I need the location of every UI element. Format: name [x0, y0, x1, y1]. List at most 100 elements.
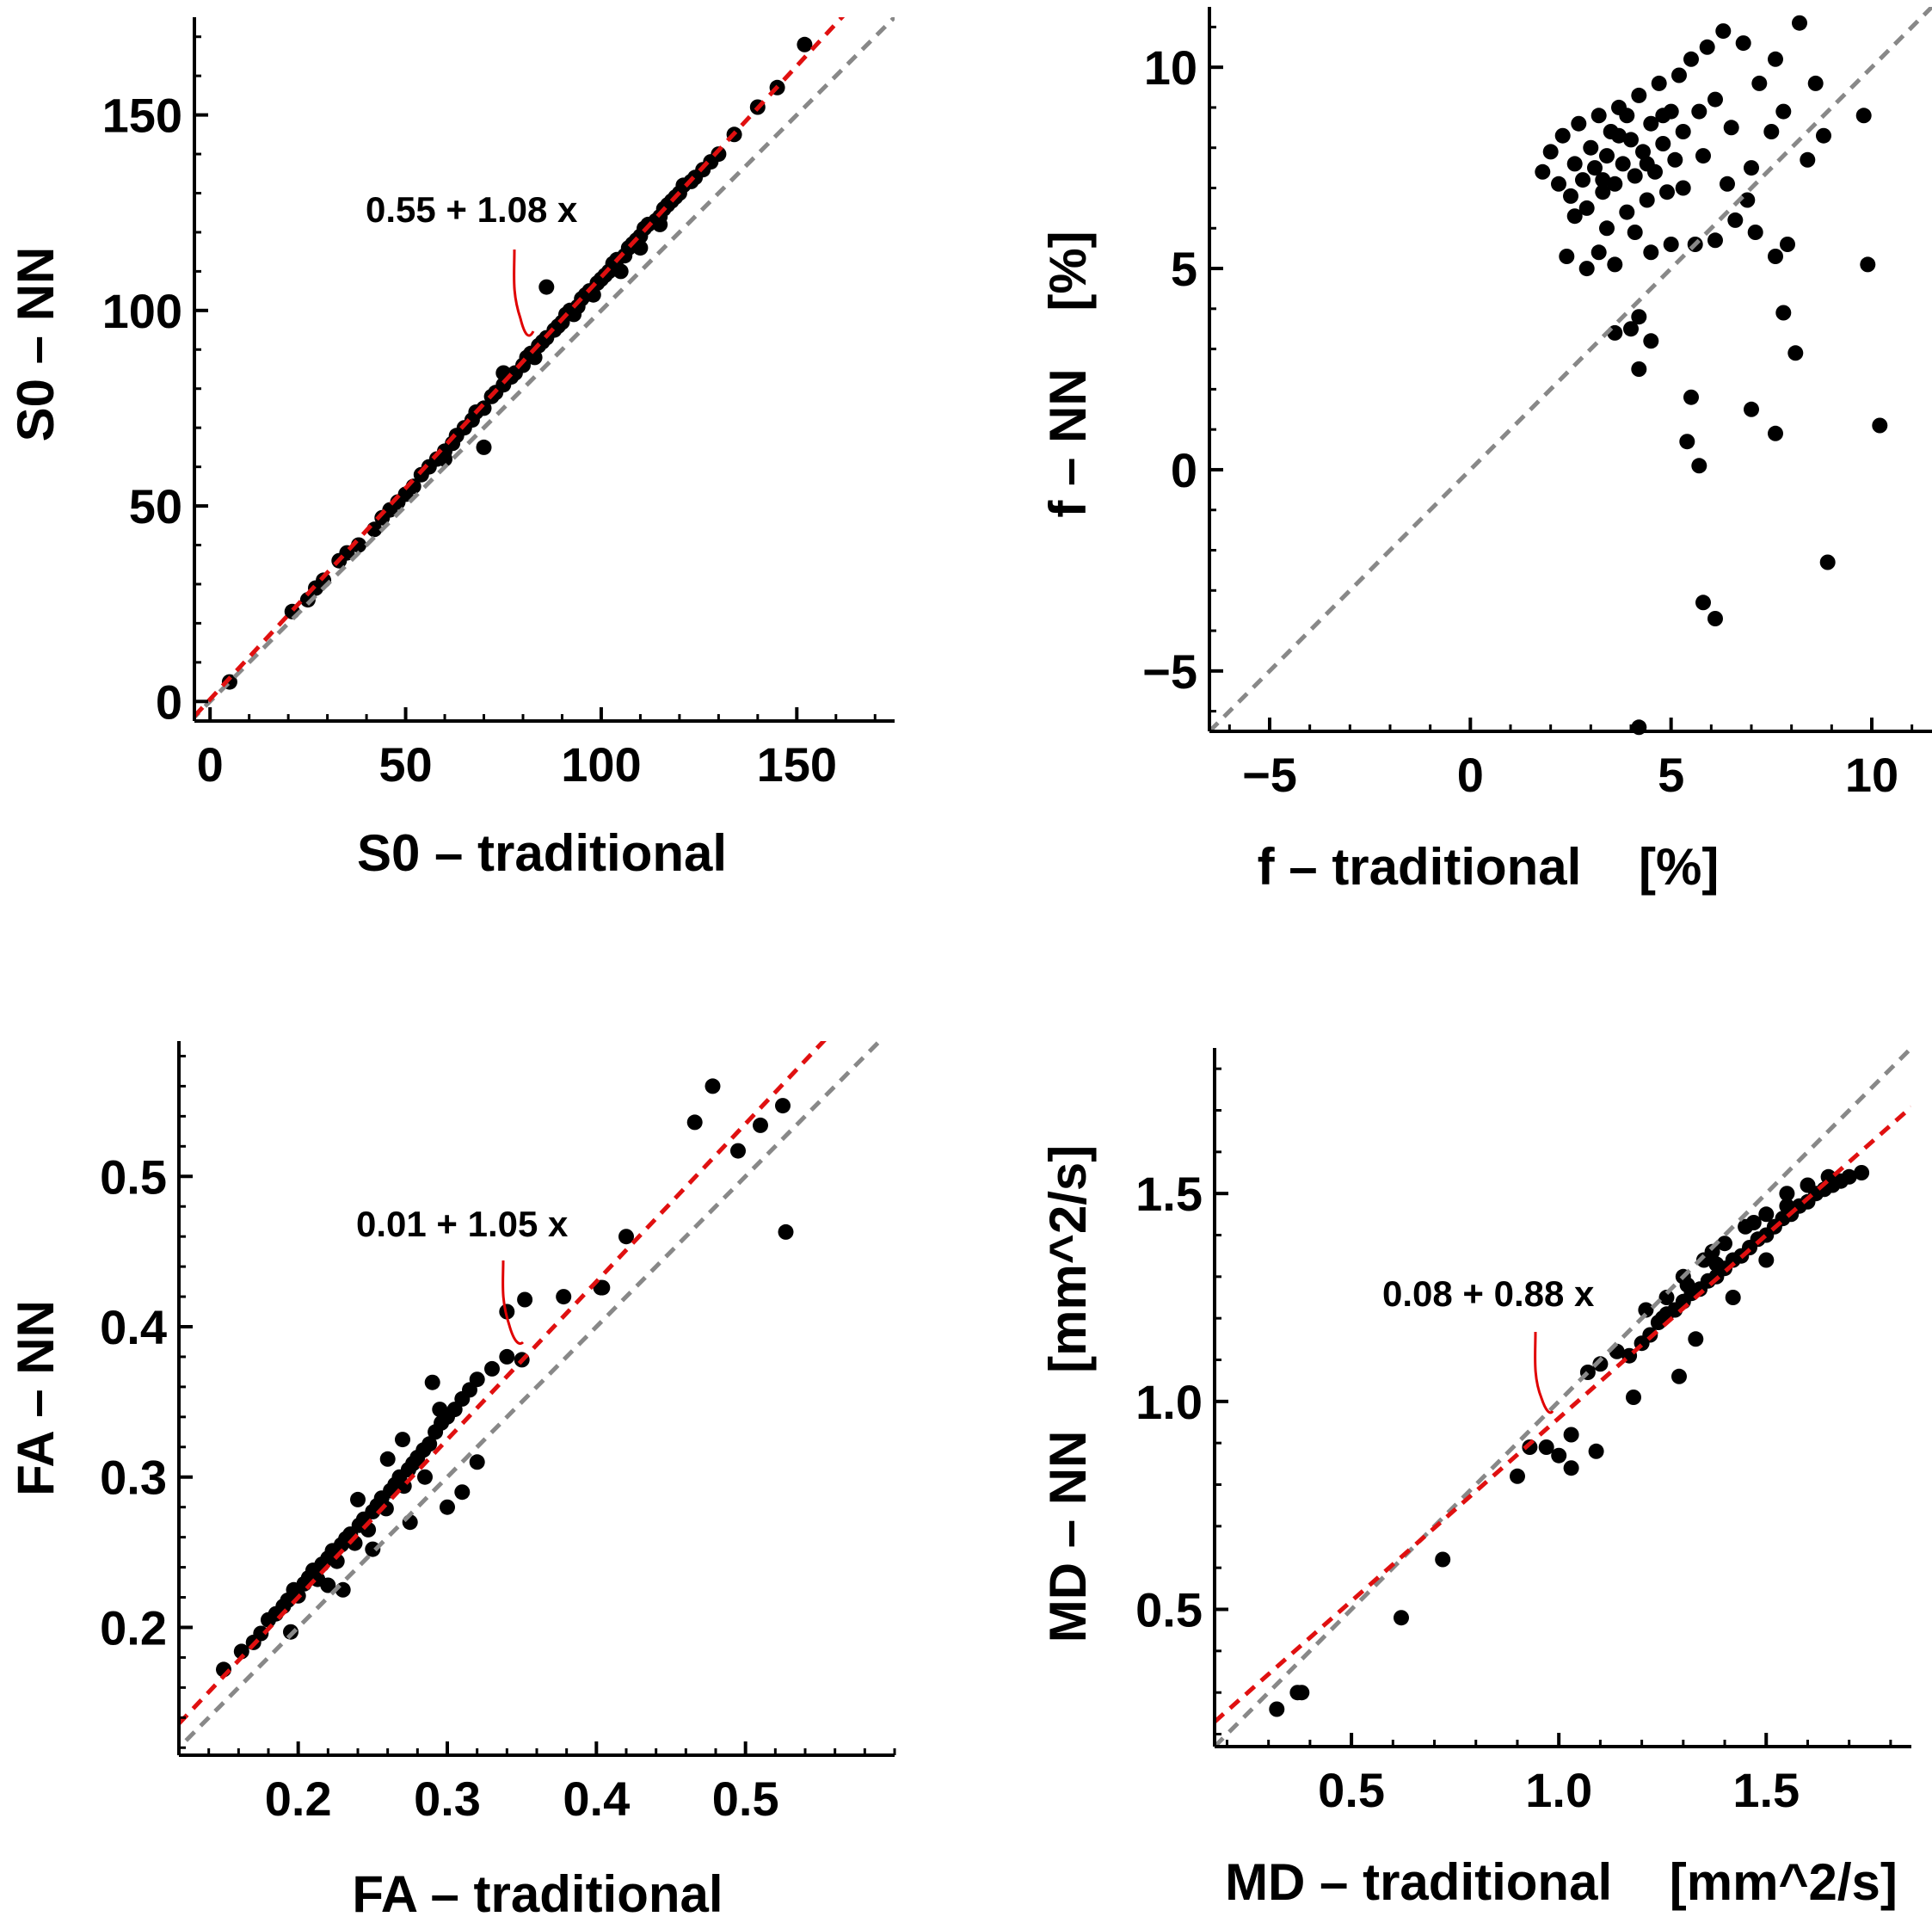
fa-data-point: [753, 1117, 768, 1133]
f-data-point: [1619, 204, 1635, 220]
f-data-point: [1595, 184, 1611, 200]
f-data-point: [1639, 192, 1655, 208]
f-data-point: [1571, 115, 1587, 132]
fa-data-point: [484, 1360, 500, 1377]
md-data-point: [1538, 1439, 1554, 1455]
s0-data-point: [437, 451, 452, 467]
f-data-point: [1542, 144, 1559, 160]
f-data-point: [1578, 261, 1595, 277]
fa-x-tick-label: 0.4: [563, 1772, 630, 1826]
fa-data-point: [395, 1432, 410, 1448]
fa-fit-label: 0.01 + 1.05 x: [356, 1204, 569, 1244]
md-data-point: [1779, 1186, 1795, 1202]
f-data-point: [1715, 23, 1732, 40]
f-data-point: [1707, 232, 1723, 249]
f-data-point: [1627, 168, 1643, 184]
f-axes: −5 0 5 10 −5 0 5 10: [1142, 7, 1932, 802]
f-x-axis-label: f – traditional [%]: [1258, 838, 1720, 896]
s0-y-tick-label: 50: [129, 479, 182, 533]
f-y-tick-label: 10: [1144, 40, 1197, 95]
f-data-point: [1631, 309, 1647, 325]
s0-data-point: [476, 400, 492, 416]
f-data-point: [1751, 75, 1768, 91]
f-data-point: [1872, 417, 1888, 434]
md-data-point: [1800, 1177, 1816, 1193]
f-data-point: [1679, 434, 1695, 450]
f-data-point: [1583, 139, 1599, 156]
fa-y-tick-label: 0.4: [100, 1300, 167, 1354]
fa-data-point: [618, 1229, 634, 1245]
f-y-tick-label: 5: [1171, 242, 1197, 296]
md-data-point: [1679, 1277, 1695, 1293]
f-data-point: [1768, 425, 1783, 441]
s0-fit-callout: [513, 249, 535, 337]
f-data-point: [1627, 225, 1643, 240]
f-data-point: [1591, 244, 1607, 261]
s0-y-tick-label: 100: [102, 284, 182, 338]
s0-data-point: [476, 439, 492, 455]
md-y-tick-label: 0.5: [1135, 1583, 1203, 1637]
fa-data-point: [379, 1451, 396, 1467]
f-data-point: [1695, 595, 1711, 611]
f-y-tick-label: 0: [1171, 443, 1197, 497]
md-data-point: [1820, 1168, 1837, 1185]
f-data-point: [1559, 249, 1575, 264]
md-data-point: [1551, 1447, 1567, 1464]
f-data-point: [1619, 108, 1635, 124]
f-data-point: [1775, 103, 1792, 120]
md-fit-label: 0.08 + 0.88 x: [1382, 1273, 1595, 1314]
md-x-tick-label: 0.5: [1318, 1763, 1385, 1817]
f-marks: [1209, 7, 1932, 736]
md-data-point: [1592, 1356, 1609, 1372]
f-data-point: [1643, 333, 1659, 349]
f-data-point: [1575, 172, 1591, 188]
f-data-point: [1631, 361, 1647, 377]
s0-y-tick-label: 0: [156, 675, 182, 729]
md-x-axis-label: MD – traditional [mm^2/s]: [1225, 1853, 1898, 1911]
fa-marks: [179, 1041, 883, 1751]
md-y-axis-label: MD – NN [mm^2/s]: [1039, 1145, 1097, 1642]
f-data-point: [1651, 75, 1667, 91]
f-identity-line: [1209, 7, 1932, 731]
f-data-point: [1643, 115, 1659, 132]
md-data-point: [1626, 1390, 1641, 1405]
fa-panel: 0.2 0.3 0.4 0.5 0.2 0.3 0.4 0.5 FA – traditiona…: [7, 1041, 896, 1923]
fa-data-point: [517, 1291, 533, 1308]
fa-x-tick-label: 0.3: [414, 1772, 481, 1826]
md-data-point: [1510, 1468, 1525, 1484]
s0-panel: 0 50 100 150 0 50 100 150 S0 – traditional S0 –…: [7, 17, 895, 882]
f-x-tick-label: 5: [1658, 748, 1684, 802]
f-data-point: [1744, 160, 1759, 176]
f-data-point: [1551, 176, 1566, 192]
f-data-point: [1816, 127, 1831, 144]
f-data-point: [1819, 554, 1836, 570]
md-data-point: [1638, 1302, 1654, 1318]
fa-data-point: [320, 1577, 336, 1593]
s0-data-point: [538, 279, 555, 295]
f-data-point: [1611, 127, 1627, 144]
s0-y-tick-label: 150: [102, 89, 182, 143]
fa-data-point: [775, 1098, 791, 1114]
s0-data-point: [526, 349, 543, 366]
f-data-point: [1566, 156, 1583, 172]
fa-data-point: [417, 1469, 433, 1485]
md-data-point: [1435, 1551, 1451, 1568]
f-data-point: [1780, 237, 1795, 252]
f-data-point: [1723, 120, 1739, 136]
f-data-point: [1578, 200, 1595, 216]
fa-data-point: [730, 1143, 746, 1159]
s0-fit-line: [194, 17, 846, 718]
f-data-point: [1635, 144, 1651, 160]
md-axes: 0.5 1.0 1.5 0.5 1.0 1.5: [1135, 1048, 1911, 1817]
md-data-point: [1708, 1256, 1725, 1273]
md-x-tick-label: 1.5: [1732, 1763, 1800, 1817]
f-data-point: [1695, 148, 1711, 164]
f-data-point: [1655, 136, 1671, 151]
fa-x-tick-label: 0.5: [712, 1772, 779, 1826]
s0-data-point: [632, 240, 649, 256]
fa-data-point: [594, 1279, 611, 1296]
fa-data-point: [378, 1501, 394, 1517]
f-data-point: [1671, 67, 1687, 83]
s0-data-point: [299, 592, 316, 608]
s0-x-tick-label: 0: [197, 737, 224, 792]
